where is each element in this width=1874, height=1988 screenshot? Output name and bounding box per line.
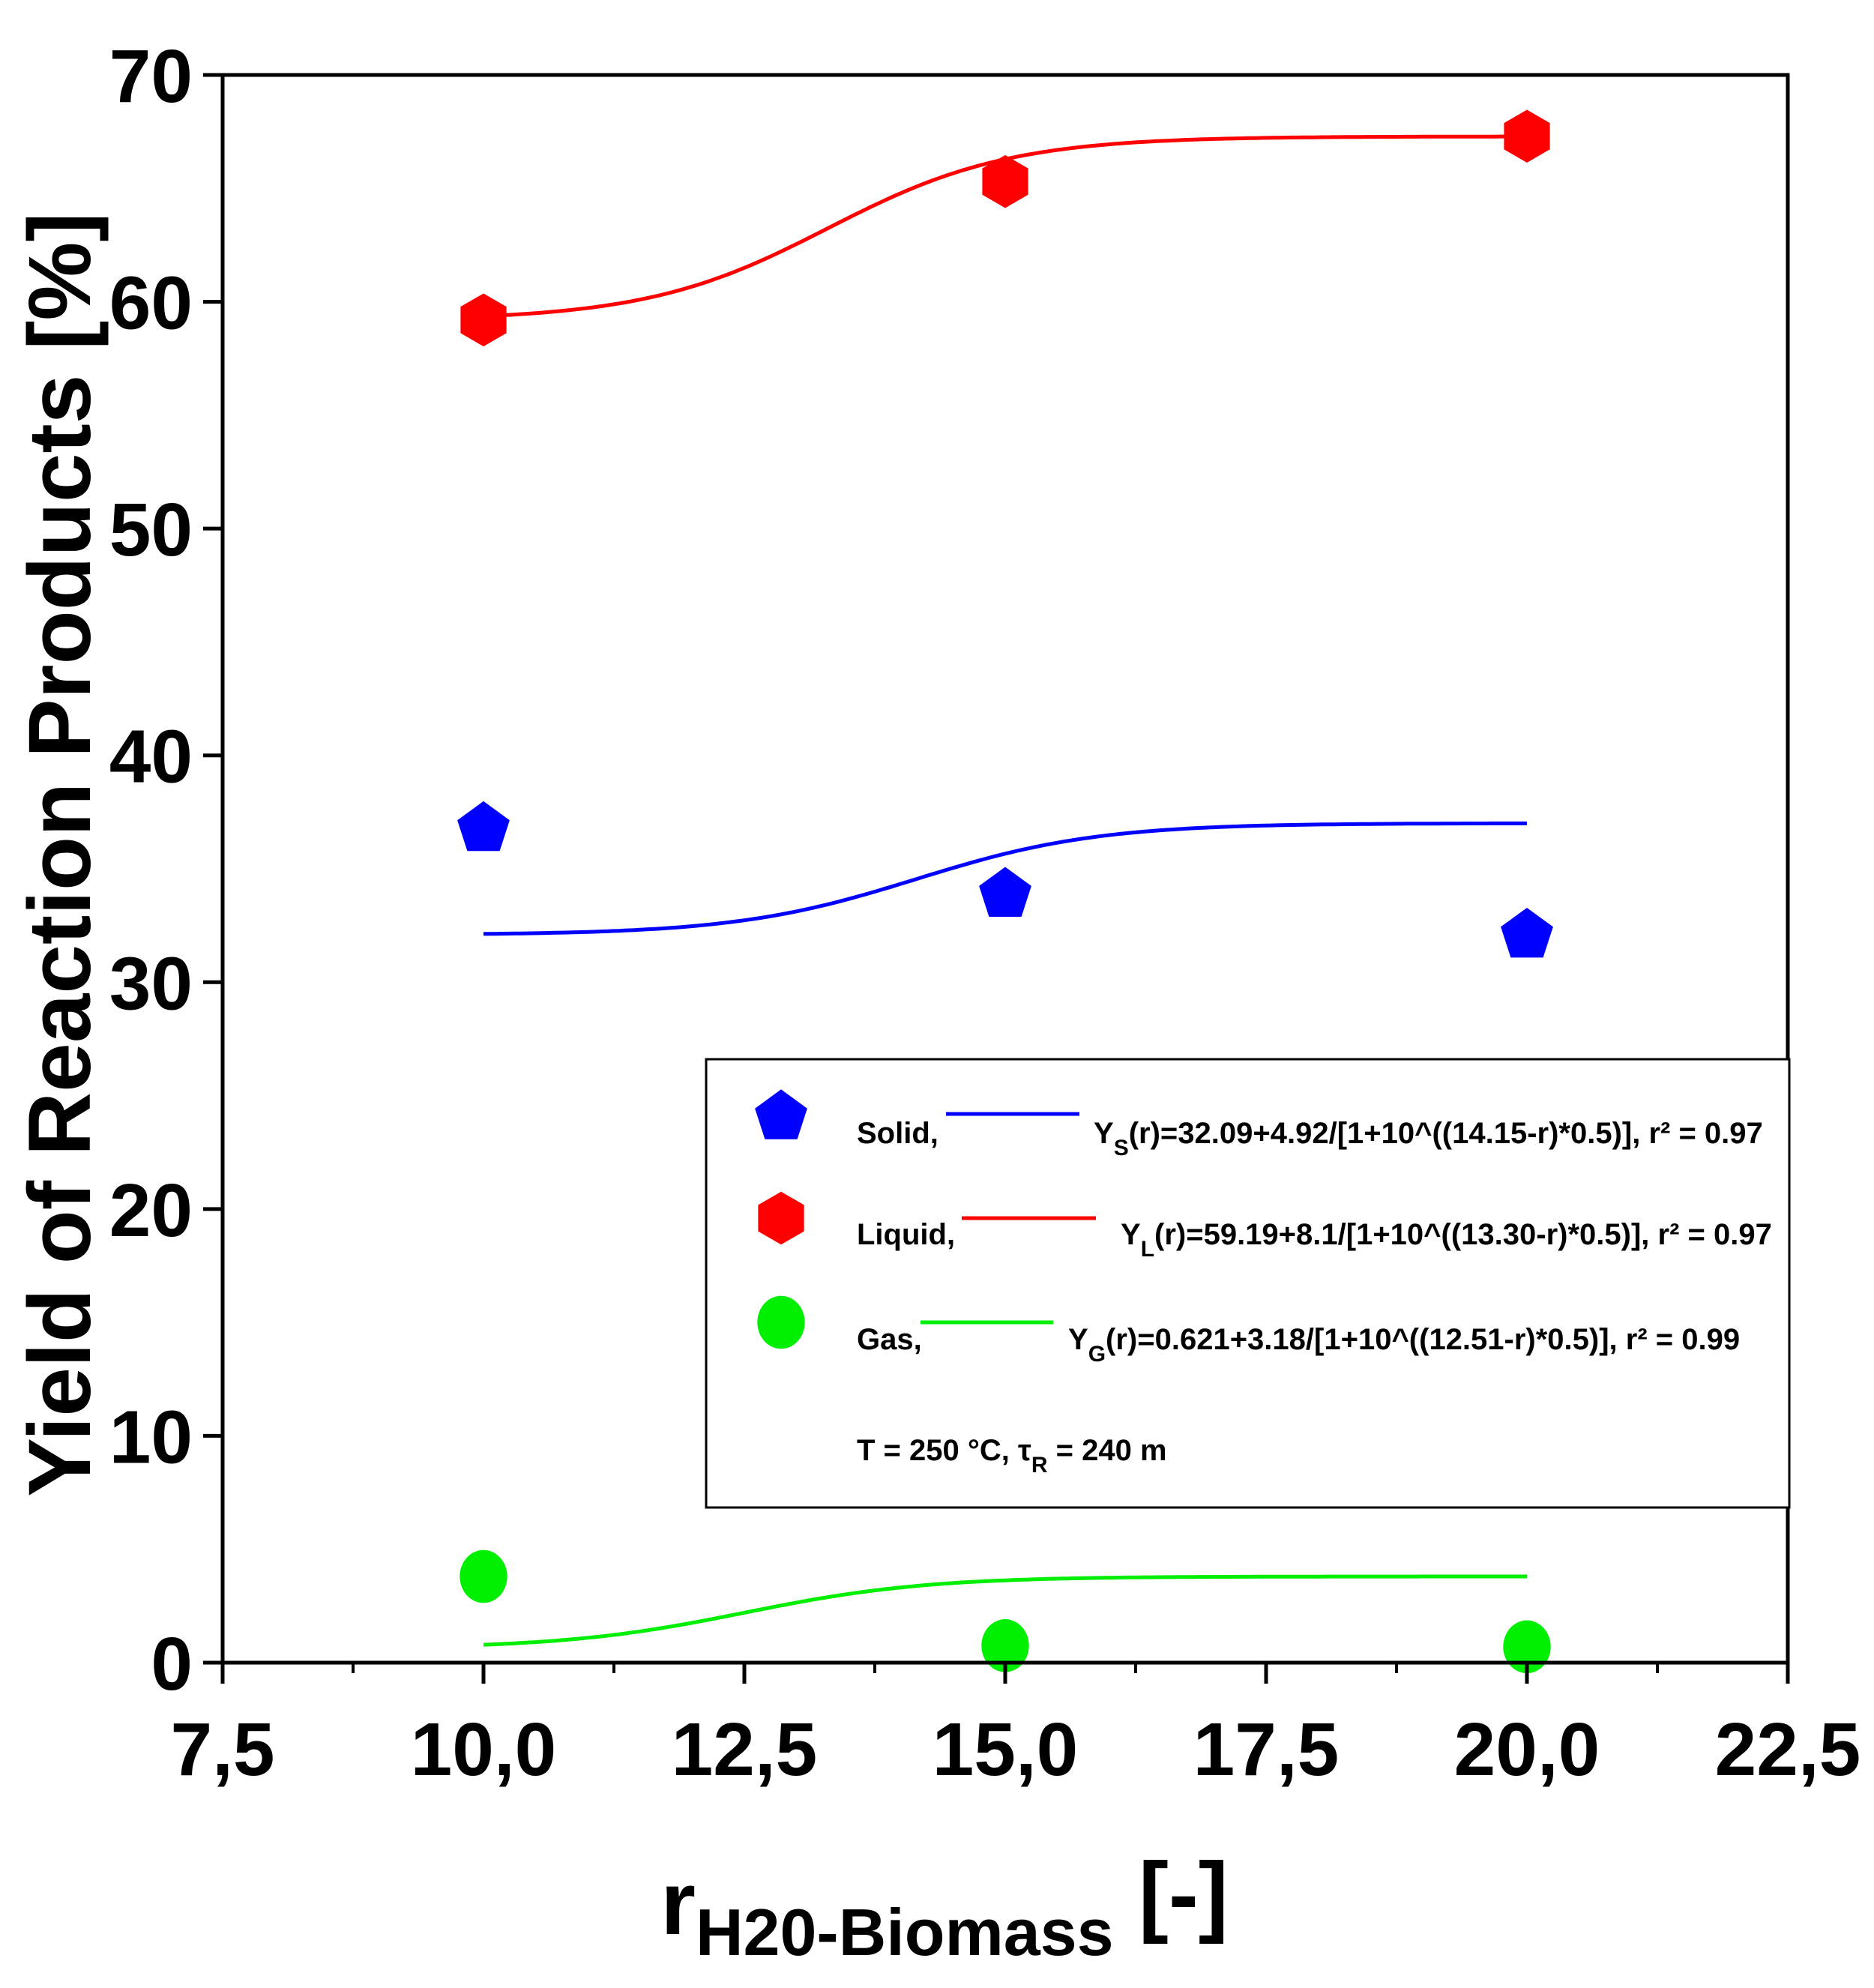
legend-marker-liquid bbox=[758, 1191, 804, 1245]
x-tick-label: 17,5 bbox=[1193, 1708, 1340, 1792]
fit-curve-gas bbox=[483, 1574, 1527, 1647]
x-tick-label: 12,5 bbox=[672, 1708, 818, 1792]
fit-curve-solid bbox=[483, 821, 1527, 936]
x-axis-title: rH20-Biomass [-] bbox=[660, 1844, 1229, 1969]
y-tick-label: 10 bbox=[109, 1395, 193, 1479]
legend-entry-gas: Gas, YG(r)=0.621+3.18/[1+10^((12.51-r)*0… bbox=[757, 1295, 1740, 1367]
data-point-liquid bbox=[982, 154, 1028, 208]
legend-conditions: T = 250 °C, τR = 240 m bbox=[857, 1434, 1167, 1478]
x-axis-title-subscript: H20-Biomass bbox=[696, 1895, 1114, 1969]
legend-label-solid: Solid, bbox=[857, 1117, 938, 1150]
legend-label-gas: Gas, bbox=[857, 1323, 922, 1356]
x-axis-title-unit: [-] bbox=[1114, 1844, 1229, 1945]
legend-fit-solid: YS(r)=32.09+4.92/[1+10^((14.15-r)*0.5)],… bbox=[1094, 1117, 1763, 1160]
legend-entry-solid: Solid, YS(r)=32.09+4.92/[1+10^((14.15-r)… bbox=[755, 1089, 1763, 1160]
x-tick-label: 10,0 bbox=[411, 1708, 557, 1792]
y-tick-label: 60 bbox=[109, 262, 193, 346]
legend-fit-liquid: YL(r)=59.19+8.1/[1+10^((13.30-r)*0.5)], … bbox=[1121, 1218, 1772, 1262]
y-tick-label: 20 bbox=[109, 1169, 193, 1253]
y-tick-label: 40 bbox=[109, 715, 193, 799]
legend: Solid, YS(r)=32.09+4.92/[1+10^((14.15-r)… bbox=[705, 1058, 1791, 1509]
x-tick-label: 7,5 bbox=[170, 1708, 274, 1792]
data-point-solid bbox=[1501, 908, 1553, 958]
x-axis-title-main: r bbox=[660, 1853, 696, 1954]
legend-label-liquid: Liquid, bbox=[857, 1218, 955, 1251]
axis-ticks: 0 10 20 30 40 50 60 70 7,5 10,0 12,5 15,0 17,5 20,0 22… bbox=[109, 34, 1861, 1792]
y-tick-label: 70 bbox=[109, 34, 193, 118]
legend-entry-liquid: Liquid, YL(r)=59.19+8.1/[1+10^((13.30-r)… bbox=[758, 1191, 1772, 1262]
legend-box bbox=[705, 1058, 1791, 1509]
data-point-solid bbox=[457, 801, 510, 852]
x-tick-label: 15,0 bbox=[933, 1708, 1079, 1792]
x-tick-label: 20,0 bbox=[1454, 1708, 1600, 1792]
data-point-gas bbox=[460, 1549, 507, 1603]
data-markers bbox=[457, 109, 1553, 1674]
data-point-liquid bbox=[460, 293, 507, 347]
data-point-gas bbox=[1503, 1620, 1551, 1674]
data-point-gas bbox=[981, 1619, 1029, 1672]
y-tick-label: 0 bbox=[151, 1622, 193, 1706]
legend-marker-solid bbox=[755, 1089, 807, 1139]
y-axis-title: Yield of Reaction Products [%] bbox=[10, 212, 109, 1496]
y-tick-label: 30 bbox=[109, 942, 193, 1025]
y-tick-label: 50 bbox=[109, 488, 193, 572]
x-tick-label: 22,5 bbox=[1715, 1708, 1861, 1792]
legend-marker-gas bbox=[757, 1295, 805, 1349]
legend-fit-gas: YG(r)=0.621+3.18/[1+10^((12.51-r)*0.5)],… bbox=[1068, 1323, 1740, 1367]
data-point-liquid bbox=[1504, 109, 1550, 163]
data-point-solid bbox=[979, 867, 1031, 917]
